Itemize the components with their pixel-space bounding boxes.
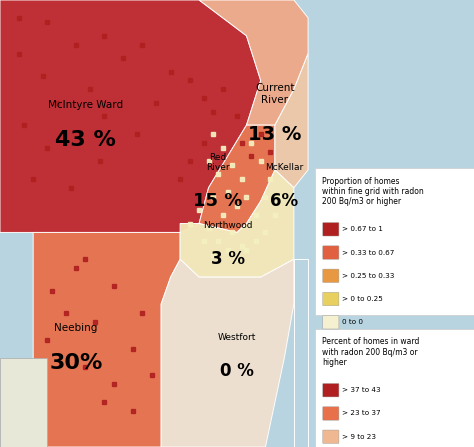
Text: 0 %: 0 % [220,362,254,380]
FancyBboxPatch shape [323,246,339,259]
FancyBboxPatch shape [315,329,474,447]
Text: McIntyre Ward: McIntyre Ward [48,100,123,110]
Text: 15 %: 15 % [193,192,243,210]
Text: > 0 to 0.25: > 0 to 0.25 [342,296,383,302]
FancyBboxPatch shape [323,430,339,443]
Text: Northwood: Northwood [203,221,252,230]
Text: Percent of homes in ward
with radon 200 Bq/m3 or
higher: Percent of homes in ward with radon 200 … [322,337,419,367]
FancyBboxPatch shape [323,384,339,397]
Polygon shape [33,232,180,447]
Text: 0 to 0: 0 to 0 [342,319,363,325]
FancyBboxPatch shape [323,269,339,283]
Polygon shape [199,0,308,125]
Polygon shape [275,54,308,188]
Text: > 0.33 to 0.67: > 0.33 to 0.67 [342,249,394,256]
Text: 6%: 6% [270,192,299,210]
Text: > 37 to 43: > 37 to 43 [342,387,381,393]
Text: 3 %: 3 % [210,250,245,268]
Text: > 9 to 23: > 9 to 23 [342,434,376,440]
Text: > 23 to 37: > 23 to 37 [342,410,381,417]
Text: > 0.67 to 1: > 0.67 to 1 [342,226,383,232]
Text: Proportion of homes
within fine grid with radon
200 Bq/m3 or higher: Proportion of homes within fine grid wit… [322,177,424,207]
FancyBboxPatch shape [323,292,339,306]
Text: Red
River: Red River [206,153,230,172]
FancyBboxPatch shape [323,407,339,420]
Polygon shape [294,259,308,447]
Text: 13 %: 13 % [248,125,301,144]
FancyBboxPatch shape [0,358,47,447]
FancyBboxPatch shape [323,316,339,329]
Text: 43 %: 43 % [55,130,116,150]
FancyBboxPatch shape [323,223,339,236]
Text: > 0.25 to 0.33: > 0.25 to 0.33 [342,273,394,279]
Text: Current
River: Current River [255,84,295,105]
Text: Westfort: Westfort [218,333,256,342]
Polygon shape [199,125,275,232]
Polygon shape [0,0,261,232]
FancyBboxPatch shape [315,168,474,315]
Text: 30%: 30% [49,353,102,373]
Text: McKellar: McKellar [265,163,303,172]
Polygon shape [180,170,294,277]
Polygon shape [161,259,294,447]
Text: Neebing: Neebing [54,323,98,333]
